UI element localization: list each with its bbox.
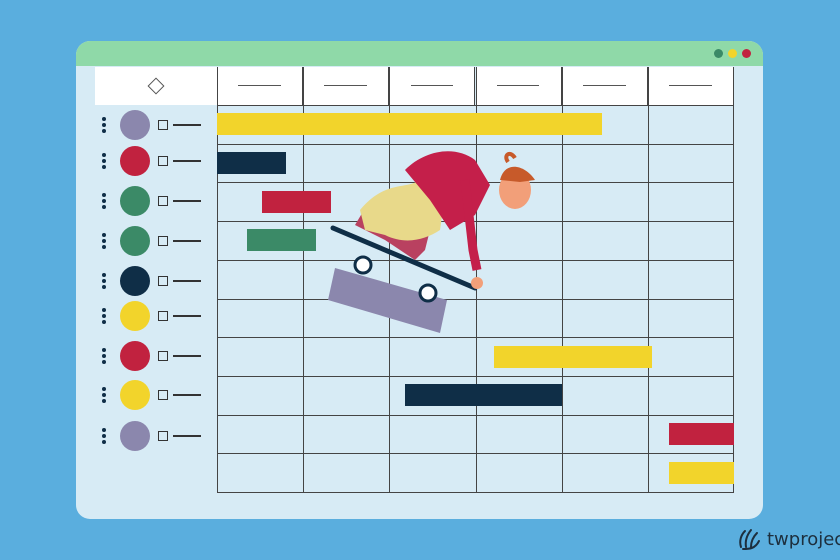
gantt-grid [217,67,734,493]
task-list-header [95,67,217,105]
task-row[interactable] [102,186,201,216]
column-header [217,67,304,105]
drag-handle-icon[interactable] [102,387,106,403]
task-name-placeholder [173,435,201,437]
column-header [647,67,734,105]
app-window [76,41,763,519]
skateboarder-illustration [328,151,535,333]
column-divider [389,67,391,492]
task-avatar [120,421,150,451]
title-bar [76,41,763,66]
task-checkbox[interactable] [158,156,168,166]
task-avatar [120,146,150,176]
drag-handle-icon[interactable] [102,273,106,289]
task-row[interactable] [102,266,201,296]
column-header [389,67,476,105]
task-avatar [120,266,150,296]
task-checkbox[interactable] [158,276,168,286]
gantt-bar[interactable] [217,152,286,175]
task-checkbox[interactable] [158,431,168,441]
gantt-bar[interactable] [217,113,603,136]
drag-handle-icon[interactable] [102,233,106,249]
task-checkbox[interactable] [158,196,168,206]
task-row[interactable] [102,301,201,331]
maximize-button[interactable] [728,49,737,58]
task-name-placeholder [173,355,201,357]
drag-handle-icon[interactable] [102,153,106,169]
column-divider [217,67,218,492]
gantt-bar[interactable] [669,461,734,484]
column-header [303,67,390,105]
task-name-placeholder [173,315,201,317]
task-checkbox[interactable] [158,351,168,361]
brand-logo: twproject [737,527,840,551]
gantt-bar[interactable] [404,384,562,407]
gantt-bar[interactable] [669,422,734,445]
task-avatar [120,226,150,256]
task-row[interactable] [102,380,201,410]
diamond-icon [147,77,165,95]
column-divider [733,67,734,492]
task-row[interactable] [102,341,201,371]
task-avatar [120,341,150,371]
task-row[interactable] [102,110,201,140]
task-row[interactable] [102,421,201,451]
task-checkbox[interactable] [158,120,168,130]
gantt-bar[interactable] [247,229,317,252]
drag-handle-icon[interactable] [102,308,106,324]
column-divider [303,67,305,492]
gantt-bar[interactable] [261,190,331,213]
task-avatar [120,110,150,140]
task-checkbox[interactable] [158,390,168,400]
task-avatar [120,380,150,410]
skateboard [330,225,478,291]
task-checkbox[interactable] [158,236,168,246]
hand-logo-icon [739,529,760,550]
row-divider [217,492,734,493]
drag-handle-icon[interactable] [102,117,106,133]
task-name-placeholder [173,280,201,282]
drag-handle-icon[interactable] [102,348,106,364]
task-name-placeholder [173,200,201,202]
brand-name: twproject [767,528,840,550]
task-row[interactable] [102,226,201,256]
drag-handle-icon[interactable] [102,428,106,444]
column-header [561,67,648,105]
gantt-bar[interactable] [494,345,653,368]
task-name-placeholder [173,240,201,242]
task-avatar [120,301,150,331]
task-name-placeholder [173,160,201,162]
task-avatar [120,186,150,216]
task-checkbox[interactable] [158,311,168,321]
column-header [475,67,562,105]
column-divider [561,67,563,492]
column-divider [647,67,649,492]
ramp-block [328,268,447,333]
drag-handle-icon[interactable] [102,193,106,209]
minimize-button[interactable] [714,49,723,58]
task-name-placeholder [173,124,201,126]
close-button[interactable] [742,49,751,58]
task-row[interactable] [102,146,201,176]
task-name-placeholder [173,394,201,396]
